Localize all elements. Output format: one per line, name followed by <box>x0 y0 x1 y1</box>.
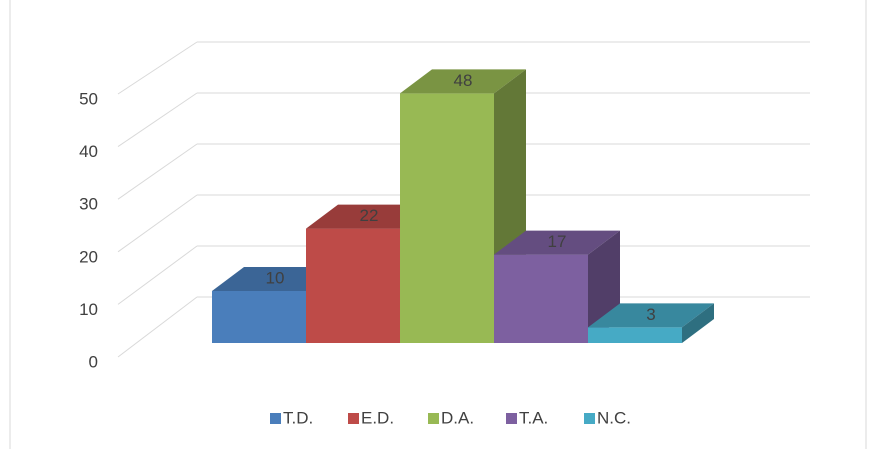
legend-label: N.C. <box>597 408 631 427</box>
bar <box>212 291 306 343</box>
grid-line <box>117 245 198 305</box>
grid-line <box>117 92 198 148</box>
legend-label: E.D. <box>361 408 394 427</box>
legend-label: T.A. <box>519 408 548 427</box>
y-tick-label: 20 <box>79 247 98 266</box>
grid-line <box>117 143 198 200</box>
bar-side <box>682 303 714 343</box>
y-tick-label: 50 <box>79 89 98 108</box>
grid-line <box>117 296 198 358</box>
grid-line <box>117 41 198 95</box>
legend-label: T.D. <box>283 408 313 427</box>
data-label: 10 <box>266 268 285 287</box>
y-tick-label: 10 <box>79 300 98 319</box>
legend-swatch <box>428 413 439 424</box>
legend-swatch <box>584 413 595 424</box>
bar-top <box>494 230 620 255</box>
data-label: 48 <box>454 71 473 90</box>
bar <box>400 93 494 344</box>
legend-swatch <box>270 413 281 424</box>
data-label: 17 <box>548 232 567 251</box>
y-tick-label: 30 <box>79 195 98 214</box>
bar <box>588 327 682 343</box>
chart-frame <box>9 0 867 449</box>
bar-top <box>400 69 526 94</box>
data-label: 3 <box>646 305 655 324</box>
y-tick-label: 0 <box>89 352 98 371</box>
data-label: 22 <box>360 206 379 225</box>
legend-swatch <box>506 413 517 424</box>
bar <box>306 228 400 343</box>
legend-label: D.A. <box>441 408 474 427</box>
bar-top <box>588 303 714 328</box>
legend-swatch <box>348 413 359 424</box>
y-tick-label: 40 <box>79 142 98 161</box>
grid-line <box>117 194 198 253</box>
bar <box>494 254 588 343</box>
